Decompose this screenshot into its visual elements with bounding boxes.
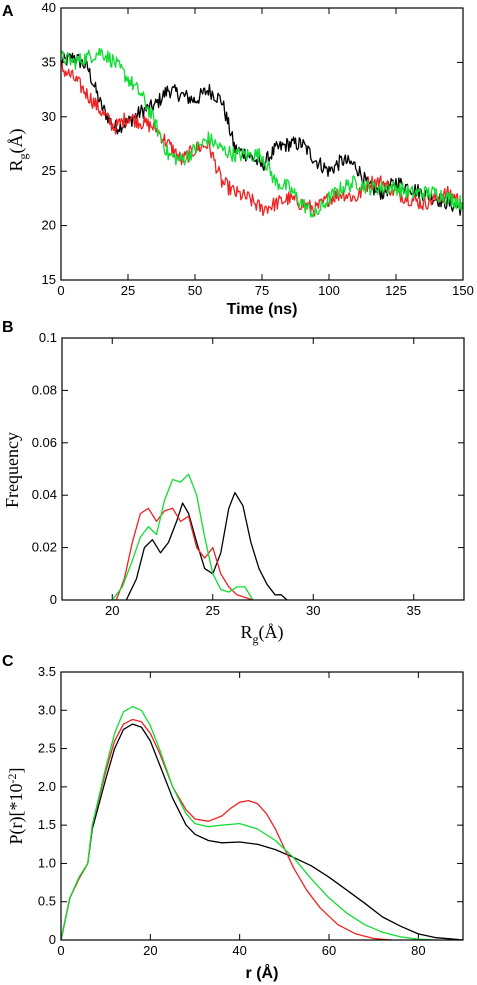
panel-b-series-2 <box>111 473 254 601</box>
panel-b-ytick-label: 0.06 <box>32 435 57 450</box>
panel-a-xtick-label: 150 <box>452 283 474 298</box>
panel-c-ylabel-sup: -2 <box>5 774 19 784</box>
panel-b-xlabel: Rg(Å) <box>240 622 283 646</box>
panel-c-ytick-label: 1.5 <box>38 817 56 832</box>
panel-c-ytick-label: 0.5 <box>38 894 56 909</box>
panel-b-xtick-label: 35 <box>407 603 421 618</box>
panel-c-xtick-label: 20 <box>143 943 157 958</box>
panel-c-ytick-label: 3.0 <box>38 702 56 717</box>
panel-a-series-0 <box>60 52 464 216</box>
panel-a-frame <box>60 7 464 281</box>
panel-a-xtick-label: 0 <box>57 283 64 298</box>
panel-a-series <box>60 47 464 218</box>
panel-a-ylabel-main: R <box>6 159 26 171</box>
panel-c-ytick-label: 3.5 <box>38 664 56 679</box>
panel-b-frame <box>61 337 465 601</box>
panel-a-ytick-label: 35 <box>42 54 56 69</box>
panel-b-xlabel-sub: g <box>253 632 259 646</box>
panel-a-ytick-label: 20 <box>42 218 56 233</box>
panel-a-ticks: 0 25 50 75 100 125 150 15 20 25 30 35 40 <box>42 0 474 298</box>
panel-c-xtick-label: 40 <box>232 943 246 958</box>
panel-a-xtick-label: 25 <box>121 283 135 298</box>
panel-a-ytick-label: 30 <box>42 109 56 124</box>
panel-c-ylabel: P(r)[*10-2] <box>5 768 27 845</box>
panel-c-series-0 <box>60 723 464 941</box>
panel-b-series-0 <box>125 491 288 601</box>
panel-b-ticks: 20 25 30 35 0 0.02 0.04 0.06 0.08 0.1 <box>32 330 464 618</box>
svg-text:Rg(Å): Rg(Å) <box>6 128 30 171</box>
panel-b-ytick-label: 0.04 <box>32 487 57 502</box>
panel-a-series-2 <box>60 47 463 218</box>
panel-b: B 20 25 30 35 0 0.02 0.04 0.06 0.08 0.1 Rg(Å) Fre… <box>2 319 465 646</box>
panel-b-xtick-label: 30 <box>306 603 320 618</box>
panel-c-ytick-label: 2.5 <box>38 741 56 756</box>
panel-c-ytick-label: 0 <box>49 932 56 947</box>
panel-c-xlabel: r (Å) <box>246 963 279 982</box>
panel-c-frame <box>60 671 464 941</box>
panel-b-ylabel: Frequency <box>2 432 22 508</box>
panel-b-ytick-label: 0 <box>50 592 57 607</box>
panel-b-xtick-label: 20 <box>105 603 119 618</box>
panel-a-series-1 <box>60 62 464 217</box>
panel-b-ytick-label: 0.1 <box>39 330 57 345</box>
panel-a-xtick-label: 75 <box>255 283 269 298</box>
panel-b-letter: B <box>2 319 14 336</box>
panel-a-ytick-label: 25 <box>42 163 56 178</box>
panel-c-ylabel-main: P(r)[*10 <box>6 784 27 845</box>
panel-c-xtick-label: 0 <box>57 943 64 958</box>
panel-c-ticks: 0 20 40 60 80 0 0.5 1.0 1.5 2.0 2.5 3.0 3.5 <box>38 664 463 958</box>
panel-a-xlabel: Time (ns) <box>227 301 298 318</box>
panel-a-xtick-label: 125 <box>385 283 407 298</box>
panel-a-ylabel: Rg(Å) <box>6 128 30 171</box>
panel-b-xlabel-main: R <box>240 622 252 642</box>
panel-b-series-1 <box>115 507 254 601</box>
panel-b-xlabel-rest: (Å) <box>259 622 284 643</box>
panel-a-ytick-label: 15 <box>42 272 56 287</box>
panel-a-ylabel-sub: g <box>16 153 30 159</box>
panel-a-ytick-label: 40 <box>42 0 56 15</box>
panel-c-letter: C <box>2 653 14 670</box>
panel-b-ytick-label: 0.02 <box>32 540 57 555</box>
panel-a-xtick-label: 100 <box>318 283 340 298</box>
panel-a-letter: A <box>2 3 14 20</box>
panel-c-ytick-label: 1.0 <box>38 855 56 870</box>
panel-c-series <box>60 705 464 941</box>
panel-a: A 0 25 50 75 100 125 150 15 20 25 30 35 40 Time (ns)… <box>2 0 474 318</box>
panel-c-xtick-label: 80 <box>411 943 425 958</box>
panel-a-xtick-label: 50 <box>188 283 202 298</box>
panel-c-series-2 <box>60 705 437 941</box>
panel-c-series-1 <box>60 718 392 941</box>
panel-b-ytick-label: 0.08 <box>32 382 57 397</box>
panel-c-xtick-label: 60 <box>322 943 336 958</box>
panel-c-ylabel-end: ] <box>6 768 26 774</box>
panel-c-ytick-label: 2.0 <box>38 779 56 794</box>
panel-b-series <box>111 473 288 601</box>
panel-a-ylabel-rest: (Å) <box>6 128 27 153</box>
panel-b-xtick-label: 25 <box>206 603 220 618</box>
